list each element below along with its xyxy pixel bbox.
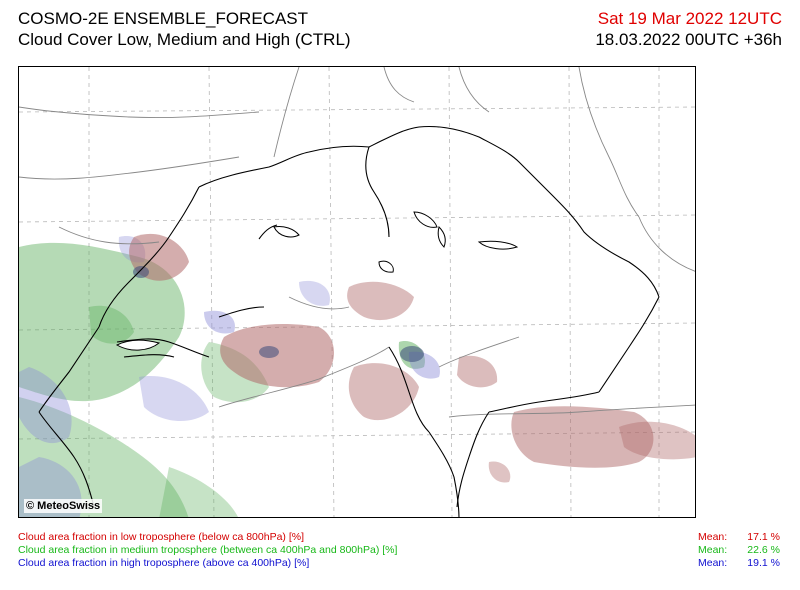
time-info: Sat 19 Mar 2022 12UTC 18.03.2022 00UTC +… [595, 8, 782, 50]
mean-medium-label: Mean: [698, 544, 728, 556]
meteoswiss-credit: © MeteoSwiss [24, 499, 103, 513]
country-borders [19, 67, 695, 418]
overlap-cloud-patches [133, 266, 424, 362]
cloud-cover-map [19, 67, 695, 517]
mean-medium-value: 22.6 % [747, 544, 780, 556]
legend-medium: Cloud area fraction in medium tropospher… [18, 544, 398, 556]
title-line-1: COSMO-2E ENSEMBLE_FORECAST [18, 9, 309, 28]
mean-low-label: Mean: [698, 531, 728, 543]
legend-low: Cloud area fraction in low troposphere (… [18, 531, 304, 543]
chart-title: COSMO-2E ENSEMBLE_FORECAST Cloud Cover L… [18, 8, 351, 50]
lakes [115, 211, 519, 351]
legend: Cloud area fraction in low troposphere (… [18, 531, 397, 570]
legend-high: Cloud area fraction in high troposphere … [18, 557, 310, 569]
title-line-2: Cloud Cover Low, Medium and High (CTRL) [18, 30, 351, 49]
mean-medium: Mean: 22.6 % [698, 544, 780, 557]
mean-high: Mean: 19.1 % [698, 557, 780, 570]
valid-time: Sat 19 Mar 2022 12UTC [597, 9, 782, 28]
run-time: 18.03.2022 00UTC +36h [595, 30, 782, 49]
low-cloud-field [129, 233, 695, 483]
mean-values: Mean: 17.1 % Mean: 22.6 % Mean: 19.1 % [698, 531, 780, 570]
mean-high-label: Mean: [698, 557, 728, 569]
map-panel: © MeteoSwiss [18, 66, 696, 518]
map-grid [19, 67, 695, 517]
mean-low: Mean: 17.1 % [698, 531, 780, 544]
mean-high-value: 19.1 % [747, 557, 780, 569]
mean-low-value: 17.1 % [747, 531, 780, 543]
medium-cloud-field [19, 242, 425, 517]
